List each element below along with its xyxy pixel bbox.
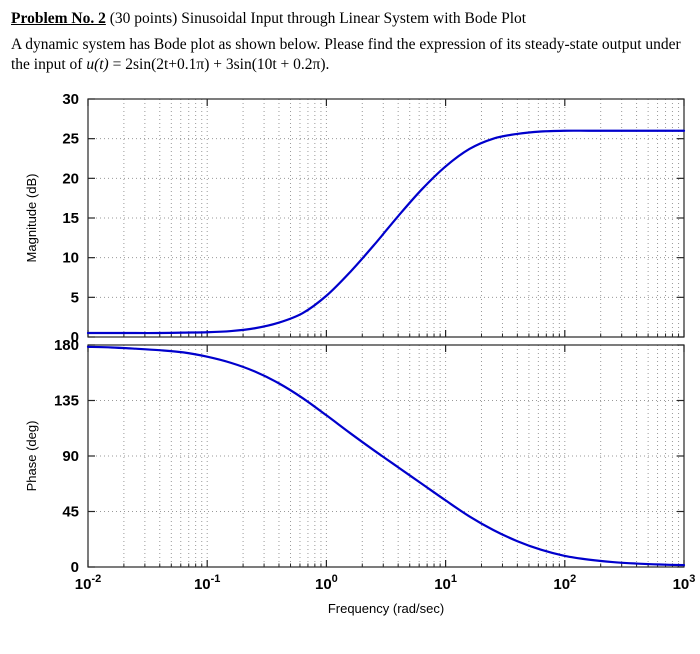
x-tick-label: 101: [434, 573, 457, 593]
y-tick-label: 15: [62, 210, 79, 227]
y-tick-label: 180: [54, 337, 79, 354]
y-tick-label: 20: [62, 170, 79, 187]
y-tick-label: 10: [62, 250, 79, 267]
x-tick-label: 10-1: [194, 573, 220, 593]
x-tick-label: 100: [315, 573, 338, 593]
statement-text: A dynamic system has Bode plot as shown …: [11, 36, 681, 74]
y-tick-label: 30: [62, 91, 79, 108]
phase-curve: [86, 345, 686, 567]
input-signal-expr: = 2sin(2t+0.1π) + 3sin(10t + 0.2π).: [108, 56, 330, 74]
input-signal-var: u(t): [86, 56, 109, 74]
y-tick-label: 90: [62, 448, 79, 465]
x-tick-label: 10-2: [75, 573, 101, 593]
y-tick-label: 25: [62, 131, 79, 148]
problem-heading: Problem No. 2 (30 points) Sinusoidal Inp…: [0, 0, 700, 28]
y-tick-label: 45: [62, 504, 79, 521]
y-tick-label: 0: [71, 559, 79, 576]
problem-number: Problem No. 2: [11, 10, 106, 27]
x-tick-label: 102: [553, 573, 576, 593]
ylabel-phase: Phase (deg): [24, 421, 39, 492]
y-tick-label: 5: [71, 289, 79, 306]
x-tick-label: 103: [673, 573, 696, 593]
xlabel: Frequency (rad/sec): [328, 601, 444, 616]
ylabel-magnitude: Magnitude (dB): [24, 174, 39, 263]
bode-plot: 0 5 10 15 20 25 30 Magnitude (dB) 0 45 90 135 180 10-…: [24, 91, 696, 616]
y-tick-label: 135: [54, 393, 79, 410]
axes-box: [87, 344, 685, 568]
problem-title: (30 points) Sinusoidal Input through Lin…: [105, 10, 527, 27]
y-tick-label: 0: [71, 329, 79, 346]
problem-statement: A dynamic system has Bode plot as shown …: [11, 35, 686, 75]
magnitude-curve: [86, 129, 686, 335]
axes-box: [87, 98, 685, 338]
